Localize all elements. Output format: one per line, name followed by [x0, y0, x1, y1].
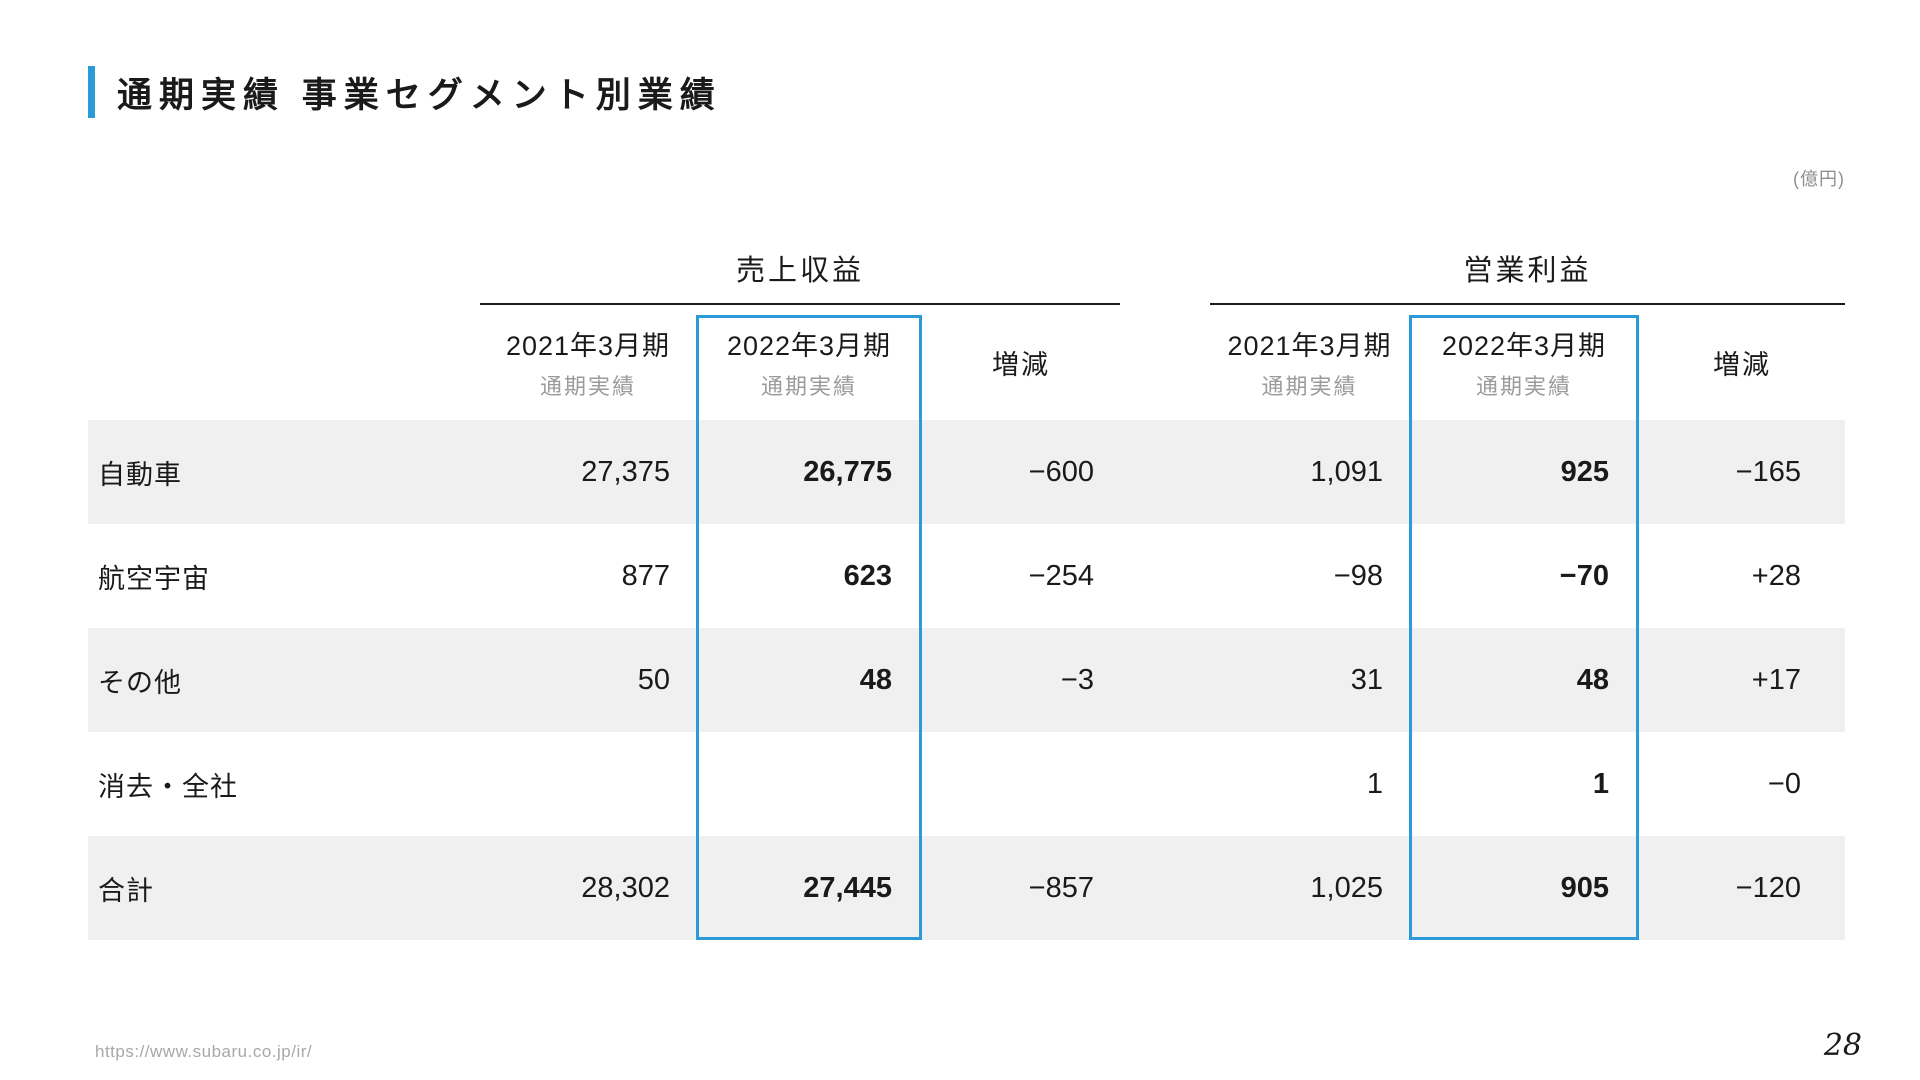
- unit-label: (億円): [1793, 169, 1845, 189]
- segment-results-table: 売上収益 営業利益 2021年3月期 通期実績 2022年3月期 通期実績 増減…: [88, 240, 1845, 940]
- op-change-value: −0: [1767, 767, 1801, 800]
- revenue-fy2021-value: 28,302: [581, 871, 670, 904]
- op-change-value: −165: [1735, 455, 1801, 488]
- column-header-period: 2021年3月期: [505, 331, 671, 361]
- title-row: 通期実績 事業セグメント別業績: [88, 66, 722, 118]
- row-label: 航空宇宙: [98, 563, 210, 594]
- column-header-subtitle: 通期実績: [539, 374, 636, 399]
- column-header-row: 2021年3月期 通期実績 2022年3月期 通期実績 増減 2021年3月期 …: [88, 305, 1845, 420]
- row-label: 自動車: [98, 459, 182, 490]
- title-accent-bar: [88, 66, 95, 118]
- op-change-value: +17: [1751, 663, 1801, 696]
- column-header-revenue-fy2021: 2021年3月期 通期実績: [480, 305, 696, 420]
- table-row-eliminations-corporate: 消去・全社 1 1 −0: [88, 732, 1845, 836]
- column-header-period: 2022年3月期: [726, 331, 892, 361]
- op-fy2021-value: −98: [1333, 559, 1383, 592]
- revenue-fy2021-value: 27,375: [581, 455, 670, 488]
- column-header-period: 2021年3月期: [1227, 331, 1392, 361]
- column-header-op-fy2021: 2021年3月期 通期実績: [1210, 305, 1409, 420]
- op-fy2022-value: 905: [1560, 871, 1609, 904]
- column-header-op-fy2022: 2022年3月期 通期実績: [1409, 305, 1639, 420]
- op-change-value: +28: [1751, 559, 1801, 592]
- table-row-total: 合計 28,302 27,445 −857 1,025 905 −120: [88, 836, 1845, 940]
- column-header-revenue-change: 増減: [922, 305, 1120, 420]
- footer-url: https://www.subaru.co.jp/ir/: [95, 1042, 313, 1061]
- op-fy2021-value: 31: [1350, 663, 1383, 696]
- op-fy2022-value: 925: [1560, 455, 1609, 488]
- table-row-others: その他 50 48 −3 31 48 +17: [88, 628, 1845, 732]
- revenue-change-value: −3: [1060, 663, 1094, 696]
- column-header-subtitle: 通期実績: [1475, 374, 1572, 399]
- revenue-fy2022-value: 26,775: [803, 455, 892, 488]
- op-change-value: −120: [1735, 871, 1801, 904]
- op-fy2022-value: 1: [1592, 767, 1609, 800]
- group-header-row: 売上収益 営業利益: [88, 240, 1845, 305]
- revenue-change-value: −857: [1028, 871, 1094, 904]
- revenue-fy2022-value: 623: [843, 559, 892, 592]
- column-header-revenue-fy2022: 2022年3月期 通期実績: [696, 305, 922, 420]
- revenue-fy2022-value: 27,445: [803, 871, 892, 904]
- column-header-period: 2022年3月期: [1441, 331, 1607, 361]
- op-fy2021-value: 1,025: [1310, 871, 1383, 904]
- page-number: 28: [1823, 1028, 1862, 1063]
- op-fy2021-value: 1,091: [1310, 455, 1383, 488]
- revenue-change-value: −600: [1028, 455, 1094, 488]
- op-fy2021-value: 1: [1366, 767, 1383, 800]
- revenue-fy2021-value: 877: [621, 559, 670, 592]
- column-header-subtitle: 通期実績: [1261, 374, 1358, 399]
- op-fy2022-value: −70: [1559, 559, 1609, 592]
- group-header-operating-profit: 営業利益: [1210, 247, 1845, 305]
- row-label: 消去・全社: [98, 771, 238, 802]
- op-fy2022-value: 48: [1576, 663, 1609, 696]
- column-header-subtitle: 通期実績: [760, 374, 857, 399]
- page-title: 通期実績 事業セグメント別業績: [117, 75, 722, 115]
- table-row-aerospace: 航空宇宙 877 623 −254 −98 −70 +28: [88, 524, 1845, 628]
- revenue-fy2022-value: 48: [859, 663, 892, 696]
- row-label: その他: [98, 667, 182, 698]
- column-header-op-change: 増減: [1639, 305, 1845, 420]
- revenue-change-value: −254: [1028, 559, 1094, 592]
- row-label: 合計: [98, 875, 154, 906]
- table-row-automobiles: 自動車 27,375 26,775 −600 1,091 925 −165: [88, 420, 1845, 524]
- group-header-revenue: 売上収益: [480, 247, 1120, 305]
- column-header-change-label: 増減: [992, 350, 1050, 380]
- revenue-fy2021-value: 50: [637, 663, 670, 696]
- column-header-change-label: 増減: [1713, 350, 1771, 380]
